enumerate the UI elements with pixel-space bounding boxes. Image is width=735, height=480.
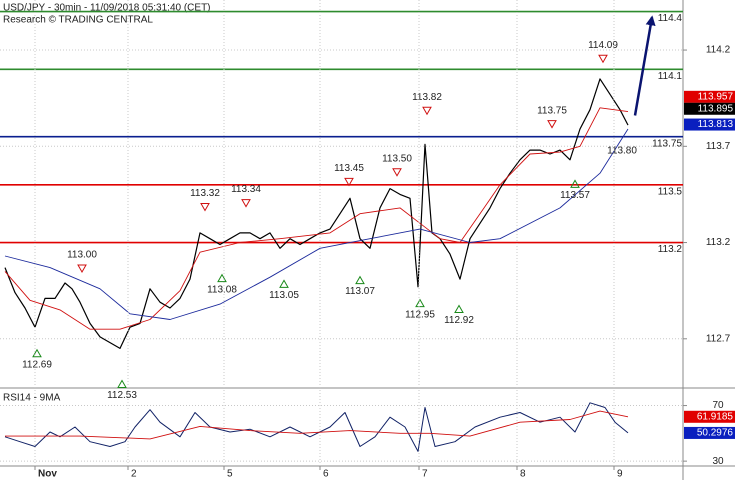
price-box-label: 113.895 bbox=[698, 103, 734, 114]
annotation-label: 112.69 bbox=[22, 359, 52, 370]
price-box bbox=[684, 426, 735, 439]
annotation-label: 113.32 bbox=[190, 188, 220, 199]
price-box-label: 61.9185 bbox=[697, 411, 734, 422]
x-tick-label: 8 bbox=[520, 469, 526, 480]
chart-title: USD/JPY - 30min - 11/09/2018 05:31:40 (C… bbox=[3, 3, 211, 14]
high-marker bbox=[77, 264, 87, 274]
x-tick-label: Nov bbox=[38, 469, 57, 480]
series-line bbox=[4, 128, 629, 320]
annotation-label: 113.07 bbox=[345, 286, 375, 297]
y-tick-label: 113.2 bbox=[706, 237, 731, 248]
y-tick-label: 113.7 bbox=[706, 141, 731, 152]
annotation-label: 112.95 bbox=[405, 309, 435, 320]
low-marker bbox=[355, 275, 365, 285]
high-marker bbox=[422, 106, 432, 116]
high-marker bbox=[598, 54, 608, 64]
high-marker bbox=[241, 199, 251, 208]
price-box bbox=[684, 102, 735, 115]
level-label: 113.5 bbox=[658, 186, 683, 197]
level-label: 114.1 bbox=[658, 71, 683, 82]
x-tick-label: 5 bbox=[227, 469, 233, 480]
high-marker bbox=[200, 202, 210, 212]
annotation-label: 112.53 bbox=[107, 390, 137, 401]
annotation-label: 113.45 bbox=[334, 163, 364, 174]
low-marker bbox=[454, 304, 464, 313]
annotation-label: 114.09 bbox=[588, 40, 618, 51]
annotation-label: 113.00 bbox=[67, 250, 97, 261]
price-box-label: 113.813 bbox=[698, 119, 734, 130]
annotation-label: 113.82 bbox=[412, 92, 442, 103]
high-marker bbox=[547, 120, 557, 129]
annotation-label: 113.05 bbox=[269, 290, 299, 301]
y-tick-label: 112.7 bbox=[706, 333, 731, 344]
series-line bbox=[4, 107, 629, 330]
chart-subtitle: Research © TRADING CENTRAL bbox=[3, 15, 153, 26]
price-box bbox=[684, 118, 735, 131]
forecast-arrow bbox=[633, 15, 656, 116]
low-marker bbox=[279, 279, 289, 288]
level-label: 113.2 bbox=[658, 244, 683, 255]
annotation-label: 113.08 bbox=[207, 284, 237, 295]
y-tick-label: 114.2 bbox=[706, 45, 731, 56]
x-tick-label: 9 bbox=[617, 469, 623, 480]
series-line bbox=[4, 78, 629, 349]
x-tick-label: 2 bbox=[131, 469, 137, 480]
low-marker bbox=[32, 348, 42, 358]
series-line bbox=[5, 410, 629, 440]
price-box bbox=[684, 410, 735, 423]
rsi-title: RSI14 - 9MA bbox=[3, 393, 61, 404]
price-box-label: 50.2976 bbox=[697, 428, 734, 439]
low-marker bbox=[570, 179, 580, 188]
price-box bbox=[684, 90, 735, 103]
annotation-label: 113.50 bbox=[382, 153, 412, 164]
level-label: 113.75 bbox=[652, 138, 682, 149]
annotation-label: 113.34 bbox=[231, 184, 261, 195]
price-box-label: 113.957 bbox=[698, 91, 734, 102]
high-marker bbox=[392, 168, 402, 177]
y-tick-label: 30 bbox=[712, 456, 724, 467]
x-tick-label: 6 bbox=[323, 469, 329, 480]
x-tick-label: 7 bbox=[422, 469, 428, 480]
high-marker bbox=[344, 177, 354, 187]
level-label: 114.4 bbox=[658, 13, 683, 24]
annotation-label: 113.57 bbox=[560, 190, 590, 201]
annotation-label: 112.92 bbox=[444, 315, 474, 326]
low-marker bbox=[415, 298, 425, 308]
annotation-label: 113.80 bbox=[607, 146, 637, 157]
low-marker bbox=[217, 273, 227, 283]
low-marker bbox=[117, 379, 127, 389]
y-tick-label: 70 bbox=[712, 400, 724, 411]
annotation-label: 113.75 bbox=[537, 105, 567, 116]
